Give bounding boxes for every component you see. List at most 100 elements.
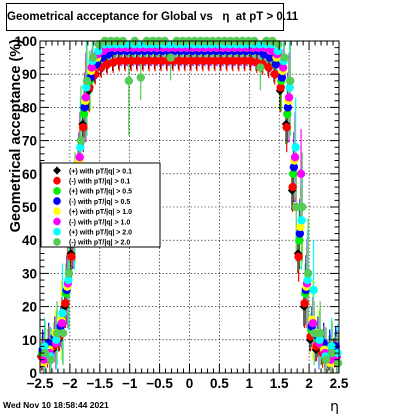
data-point [64, 269, 74, 278]
y-tick-label: 90 [22, 67, 37, 82]
y-axis-label: Geometrical acceptance (%) [8, 39, 24, 233]
data-point [67, 252, 76, 261]
y-tick-label: 10 [22, 333, 37, 348]
data-point [283, 103, 293, 112]
data-point [94, 46, 103, 56]
data-point [61, 299, 70, 308]
y-tick-label: 100 [14, 34, 37, 49]
data-point [144, 56, 154, 66]
data-point [256, 63, 265, 72]
legend-label: (+) with pT/|q| > 2.0 [69, 230, 132, 237]
x-tick-label: 2 [305, 376, 313, 391]
timestamp: Wed Nov 10 18:58:44 2021 [3, 400, 109, 410]
data-point [280, 53, 289, 62]
data-point [198, 56, 208, 66]
legend-marker [53, 166, 61, 175]
legend-label: (+) with pT/|q| > 0.1 [69, 168, 132, 175]
data-point [81, 93, 90, 102]
data-point [295, 236, 304, 245]
data-point [58, 309, 67, 318]
data-point [124, 76, 134, 86]
legend-marker [53, 238, 61, 246]
data-point [40, 348, 50, 358]
data-point [276, 83, 285, 92]
data-point [58, 328, 68, 338]
data-point [264, 63, 273, 72]
x-tick-label: −1 [122, 376, 138, 391]
data-point [296, 222, 305, 232]
tick-labels: −2.5 −2 −1.5 −1 −0.5 0 0.5 1 1.5 2 2.5 0 10 20 30 40 50 6… [14, 34, 348, 391]
data-point [273, 46, 282, 56]
data-point [294, 252, 303, 261]
x-tick-label: −0.5 [146, 376, 173, 391]
data-point [265, 53, 275, 62]
data-point [327, 342, 336, 351]
data-point [292, 202, 301, 212]
data-point [278, 63, 288, 72]
x-tick-label: 1.5 [270, 376, 289, 391]
data-point [271, 60, 281, 69]
data-point [274, 40, 283, 49]
y-tick-label: 60 [22, 167, 37, 182]
data-point [79, 123, 88, 132]
data-point [283, 109, 292, 119]
data-point [82, 76, 92, 86]
data-point [284, 93, 294, 102]
data-point [315, 328, 325, 338]
legend: (+) with pT/|q| > 0.1 (-) with pT/|q| > 0… [40, 162, 161, 248]
data-point [76, 143, 85, 152]
data-point [156, 56, 166, 66]
data-point [166, 53, 175, 62]
legend-marker [53, 207, 61, 216]
x-tick-label: −2.5 [27, 376, 54, 391]
y-tick-label: 80 [22, 100, 37, 115]
data-point [285, 83, 294, 92]
y-tick-label: 30 [22, 266, 37, 281]
data-point [327, 348, 337, 358]
data-point [309, 328, 319, 338]
y-tick-label: 70 [22, 134, 37, 149]
data-point [270, 70, 279, 79]
legend-marker [53, 176, 61, 185]
data-point [64, 275, 73, 285]
data-point [300, 299, 309, 308]
data-point [132, 56, 142, 66]
title-box: Geometrical acceptance for Global vs η a… [6, 3, 299, 31]
legend-label: (+) with pT/|q| > 0.5 [69, 189, 132, 196]
data-point [80, 103, 89, 112]
data-point [288, 182, 297, 192]
data-point [240, 56, 250, 66]
y-tick-label: 40 [22, 233, 37, 248]
legend-label: (-) with pT/|q| > 1.0 [69, 219, 130, 226]
data-point [291, 143, 300, 152]
data-point [277, 73, 287, 82]
x-tick-label: 0.5 [210, 376, 229, 391]
data-point [210, 56, 220, 66]
data-point [180, 56, 190, 66]
data-point [174, 56, 184, 66]
data-point [79, 109, 89, 119]
data-point [228, 56, 238, 66]
data-point [138, 56, 148, 66]
data-point [204, 56, 214, 66]
data-point [186, 56, 196, 66]
data-point [216, 56, 226, 66]
legend-marker [53, 187, 61, 195]
data-point [150, 56, 160, 66]
chart-title: Geometrical acceptance for Global vs η a… [7, 11, 299, 23]
y-tick-label: 50 [22, 200, 37, 215]
data-point [46, 355, 56, 364]
data-point [234, 56, 244, 66]
data-point [76, 136, 86, 145]
legend-box [40, 162, 161, 248]
data-point [298, 202, 307, 212]
x-tick-label: −2 [62, 376, 77, 391]
data-point [303, 275, 312, 285]
y-tick-label: 0 [29, 366, 37, 381]
data-point [296, 169, 306, 178]
legend-label: (+) with pT/|q| > 1.0 [69, 209, 132, 216]
data-point [75, 153, 84, 162]
data-point [121, 56, 130, 66]
x-tick-label: −1.5 [86, 376, 113, 391]
